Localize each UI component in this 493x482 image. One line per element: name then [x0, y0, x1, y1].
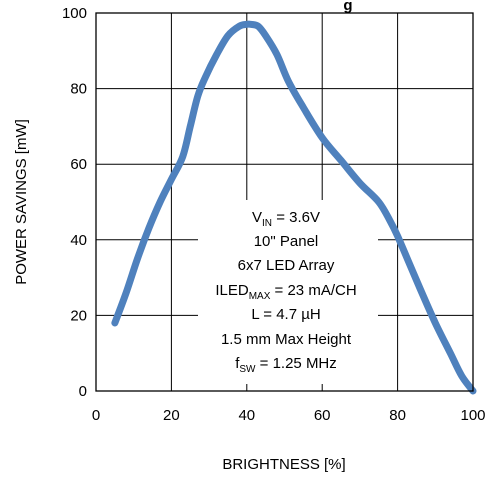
- x-tick-label: 100: [460, 407, 485, 424]
- annotation-vin: VIN = 3.6V: [252, 209, 320, 229]
- annotation-panel: 10" Panel: [254, 233, 319, 250]
- annotation-height: 1.5 mm Max Height: [221, 331, 352, 348]
- y-tick-label: 80: [70, 81, 87, 98]
- series-line: [111, 20, 477, 395]
- annotation-background: [198, 200, 378, 384]
- annotation: VIN = 3.6V 10" Panel 6x7 LED Array ILEDM…: [215, 209, 356, 375]
- y-tick-label: 40: [70, 232, 87, 249]
- x-tick-label: 40: [238, 407, 255, 424]
- y-axis-title: POWER SAVINGS [mW]: [13, 119, 30, 285]
- x-tick-label: 60: [314, 407, 331, 424]
- annotation-inductance: L = 4.7 µH: [251, 306, 320, 323]
- annotation-array: 6x7 LED Array: [238, 257, 335, 274]
- y-tick-label: 0: [79, 383, 87, 400]
- annotation-iled: ILEDMAX = 23 mA/CH: [215, 282, 356, 302]
- y-tick-label: 20: [70, 307, 87, 324]
- y-tick-label: 60: [70, 156, 87, 173]
- series-layer: [111, 20, 477, 395]
- x-tick-label: 20: [163, 407, 180, 424]
- chart-title: g: [343, 0, 352, 14]
- tick-labels: 0 20 40 60 80 100 0 20 40 60 80 100: [62, 5, 486, 424]
- x-tick-label: 0: [92, 407, 100, 424]
- y-tick-label: 100: [62, 5, 87, 22]
- annotation-fsw: fSW = 1.25 MHz: [235, 355, 337, 375]
- x-tick-label: 80: [389, 407, 406, 424]
- plot-frame: [95, 12, 474, 392]
- x-axis-title: BRIGHTNESS [%]: [222, 456, 345, 473]
